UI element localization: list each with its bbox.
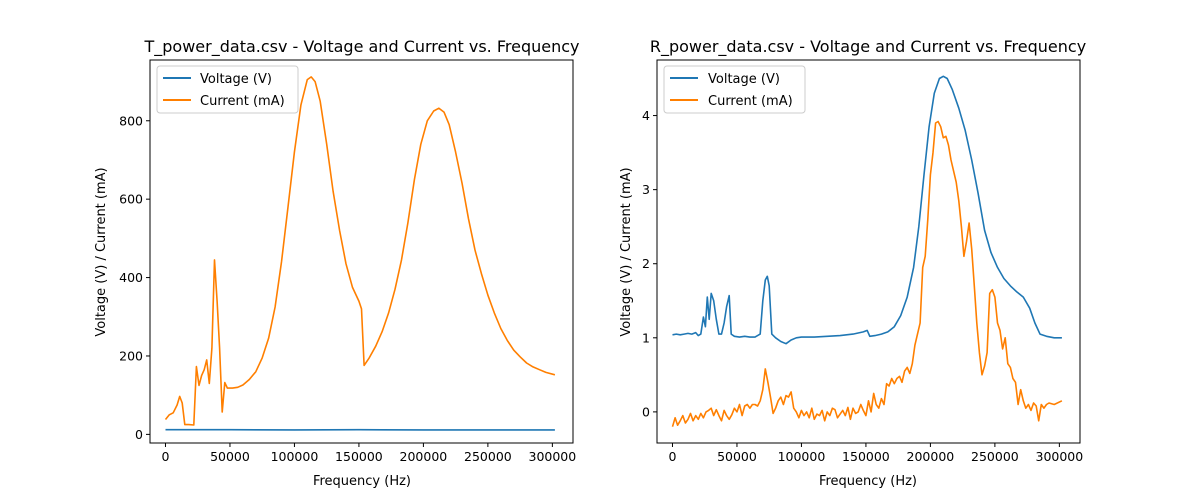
legend: Voltage (V) Current (mA) (156, 65, 299, 114)
y-tick-label: 3 (642, 182, 650, 197)
series-line-current (164, 76, 556, 426)
plot-area (164, 76, 556, 431)
legend-label-current: Current (mA) (200, 94, 285, 109)
chart-panel-r-power: R_power_data.csv - Voltage and Current v… (619, 37, 1086, 489)
series-line-voltage (672, 75, 1062, 345)
legend: Voltage (V) Current (mA) (663, 65, 806, 114)
x-tick-label: 100000 (271, 449, 319, 464)
y-tick-label: 400 (119, 270, 143, 285)
x-tick-label: 100000 (778, 449, 826, 464)
x-tick-label: 0 (668, 449, 676, 464)
plot-area (671, 75, 1063, 427)
y-tick-label: 1 (642, 330, 650, 345)
y-tick-label: 4 (642, 108, 650, 123)
x-tick-label: 250000 (971, 449, 1019, 464)
x-tick-label: 0 (161, 449, 169, 464)
chart-panel-t-power: T_power_data.csv - Voltage and Current v… (94, 37, 580, 489)
x-tick-label: 50000 (717, 449, 757, 464)
legend-box (156, 65, 299, 114)
x-axis-label: Frequency (Hz) (313, 474, 411, 489)
y-tick-label: 2 (642, 256, 650, 271)
tick-group: 0 50000 100000 150000 200000 250000 300000 0 1 2 3… (642, 108, 1083, 464)
x-tick-label: 150000 (335, 449, 383, 464)
x-tick-label: 150000 (842, 449, 890, 464)
legend-label-voltage: Voltage (V) (708, 72, 780, 87)
legend-label-voltage: Voltage (V) (200, 72, 272, 87)
y-tick-label: 600 (119, 192, 143, 207)
y-tick-label: 0 (135, 427, 143, 442)
chart-title: R_power_data.csv - Voltage and Current v… (650, 37, 1086, 57)
x-tick-label: 300000 (529, 449, 577, 464)
y-axis-label: Voltage (V) / Current (mA) (94, 167, 109, 336)
y-tick-label: 800 (119, 113, 143, 128)
y-axis-label: Voltage (V) / Current (mA) (619, 167, 634, 336)
x-tick-label: 250000 (464, 449, 512, 464)
axes-frame (149, 59, 574, 444)
y-tick-label: 0 (642, 404, 650, 419)
x-axis-label: Frequency (Hz) (819, 474, 917, 489)
x-tick-label: 200000 (400, 449, 448, 464)
x-tick-label: 300000 (1036, 449, 1084, 464)
legend-box (663, 65, 806, 114)
legend-label-current: Current (mA) (708, 94, 793, 109)
x-tick-label: 50000 (210, 449, 250, 464)
axes-frame (656, 59, 1081, 444)
chart-title: T_power_data.csv - Voltage and Current v… (144, 37, 580, 57)
y-tick-label: 200 (119, 348, 143, 363)
x-tick-label: 200000 (907, 449, 955, 464)
tick-group: 0 50000 100000 150000 200000 250000 300000 0 200… (119, 113, 576, 464)
series-line-current (671, 120, 1063, 427)
